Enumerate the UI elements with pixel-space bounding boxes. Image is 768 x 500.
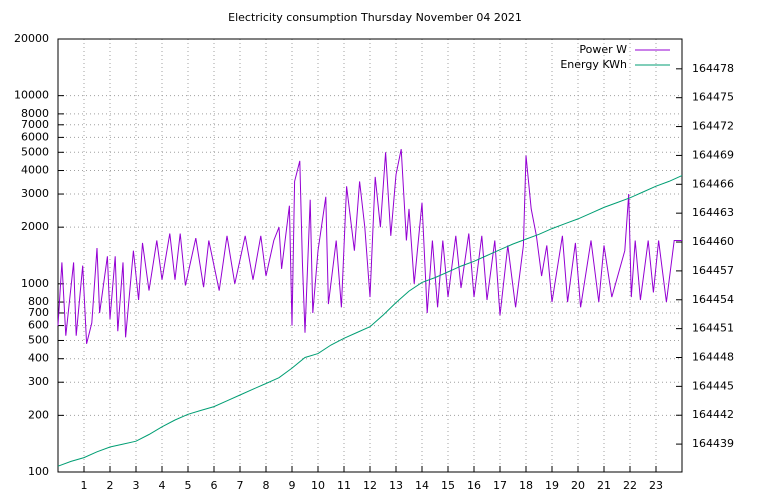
y2-tick-label: 164457 [692, 264, 734, 277]
series-line [57, 149, 682, 344]
y2-tick-label: 164469 [692, 148, 734, 161]
x-tick-label: 14 [415, 479, 429, 492]
x-tick-label: 7 [237, 479, 244, 492]
y-tick-label: 800 [28, 295, 49, 308]
y2-tick-label: 164454 [692, 293, 734, 306]
y-tick-label: 100 [28, 465, 49, 478]
legend-label: Energy KWh [560, 58, 627, 71]
x-tick-label: 21 [597, 479, 611, 492]
y2-tick-label: 164460 [692, 235, 734, 248]
y2-tick-label: 164475 [692, 91, 734, 104]
y2-tick-label: 164466 [692, 177, 734, 190]
y-tick-label: 7000 [21, 118, 49, 131]
y2-tick-label: 164463 [692, 206, 734, 219]
y-tick-label: 400 [28, 352, 49, 365]
y2-tick-label: 164445 [692, 379, 734, 392]
x-tick-label: 10 [311, 479, 325, 492]
y-tick-label: 200 [28, 408, 49, 421]
x-tick-label: 9 [289, 479, 296, 492]
y-tick-label: 2000 [21, 220, 49, 233]
y2-tick-label: 164442 [692, 408, 734, 421]
y2-tick-label: 164451 [692, 322, 734, 335]
x-tick-label: 23 [649, 479, 663, 492]
x-tick-label: 20 [571, 479, 585, 492]
x-tick-label: 22 [623, 479, 637, 492]
x-tick-label: 4 [159, 479, 166, 492]
legend-label: Power W [579, 43, 627, 56]
x-tick-label: 3 [133, 479, 140, 492]
x-tick-label: 11 [337, 479, 351, 492]
x-tick-label: 19 [545, 479, 559, 492]
y-tick-label: 600 [28, 319, 49, 332]
plot-frame [57, 38, 683, 473]
x-tick-label: 2 [107, 479, 114, 492]
x-tick-label: 6 [211, 479, 218, 492]
y-tick-label: 8000 [21, 107, 49, 120]
x-tick-label: 13 [389, 479, 403, 492]
x-tick-label: 17 [493, 479, 507, 492]
chart-title: Electricity consumption Thursday Novembe… [228, 11, 522, 24]
y-tick-label: 10000 [14, 89, 49, 102]
y-tick-label: 300 [28, 375, 49, 388]
y-tick-label: 1000 [21, 277, 49, 290]
y-tick-label: 6000 [21, 130, 49, 143]
y-tick-label: 5000 [21, 145, 49, 158]
x-tick-label: 8 [263, 479, 270, 492]
y2-tick-label: 164478 [692, 62, 734, 75]
series-line [57, 175, 683, 467]
x-tick-label: 5 [185, 479, 192, 492]
x-tick-label: 15 [441, 479, 455, 492]
y2-tick-label: 164472 [692, 120, 734, 133]
y-tick-label: 4000 [21, 164, 49, 177]
y-tick-label: 700 [28, 306, 49, 319]
y2-tick-label: 164439 [692, 437, 734, 450]
y-tick-label: 3000 [21, 187, 49, 200]
y-tick-label: 500 [28, 333, 49, 346]
x-tick-label: 16 [467, 479, 481, 492]
y2-tick-label: 164448 [692, 350, 734, 363]
x-tick-label: 12 [363, 479, 377, 492]
y-tick-label: 20000 [14, 32, 49, 45]
x-tick-label: 18 [519, 479, 533, 492]
x-tick-label: 1 [81, 479, 88, 492]
